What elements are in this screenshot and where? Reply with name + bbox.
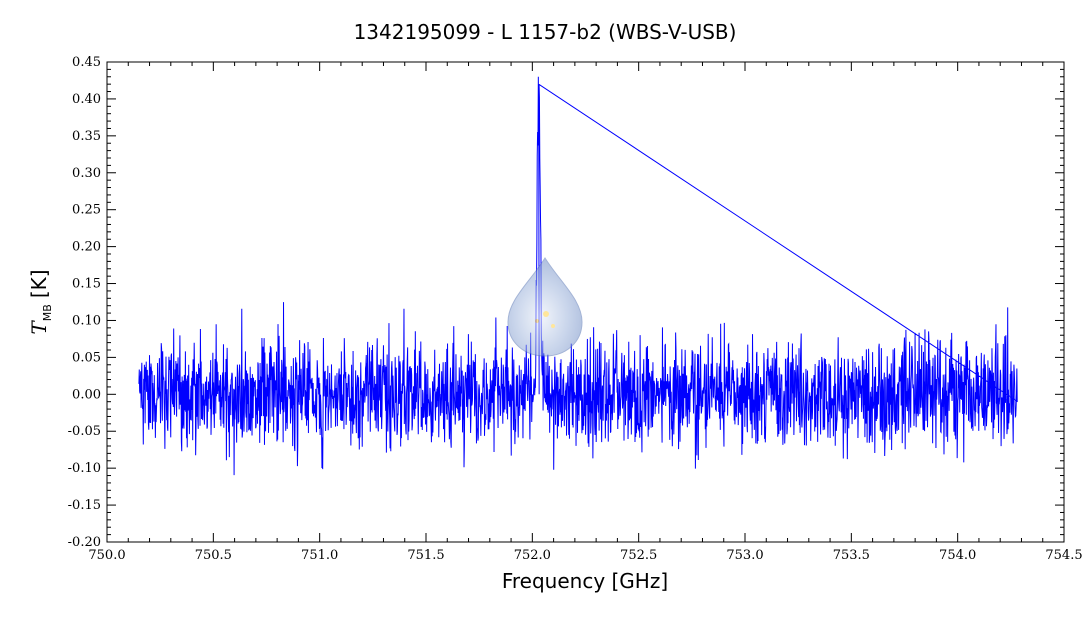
y-tick-label: 0.35 [72, 129, 101, 144]
chart-title: 1342195099 - L 1157-b2 (WBS-V-USB) [354, 20, 737, 44]
y-tick-label: -0.15 [68, 498, 101, 513]
x-tick-label: 754.5 [1045, 548, 1082, 563]
y-tick-label: 0.10 [72, 313, 101, 328]
y-tick-label: -0.05 [68, 424, 101, 439]
x-tick-label: 750.5 [195, 548, 232, 563]
y-tick-label: 0.05 [72, 350, 101, 365]
plot-area: 750.0 750.5 751.0 751.5 752.0 752.5 753.0 753.5… [68, 55, 1083, 563]
y-axis-symbol: T [27, 320, 51, 335]
y-tick-label: 0.45 [72, 55, 101, 70]
x-tick-label: 754.0 [939, 548, 976, 563]
x-axis-label: Frequency [GHz] [502, 569, 668, 593]
y-axis-label: TMB [K] [27, 269, 54, 334]
plot-frame [106, 61, 1065, 543]
axis-ticks [106, 61, 1065, 543]
x-tick-label: 753.5 [833, 548, 870, 563]
y-axis-subscript: MB [41, 304, 54, 321]
x-tick-label: 751.0 [301, 548, 338, 563]
y-tick-label: 0.00 [72, 387, 101, 402]
y-tick-label: 0.40 [72, 92, 101, 107]
y-tick-label: 0.30 [72, 166, 101, 181]
x-tick-label: 751.5 [407, 548, 444, 563]
tick-labels: 750.0 750.5 751.0 751.5 752.0 752.5 753.0 753.5… [68, 55, 1083, 563]
y-tick-label: -0.20 [68, 535, 101, 550]
y-tick-label: 0.20 [72, 240, 101, 255]
y-tick-label: -0.10 [68, 461, 101, 476]
y-tick-label: 0.15 [72, 277, 101, 292]
x-tick-label: 752.0 [514, 548, 551, 563]
y-axis-unit: [K] [27, 269, 51, 298]
herschel-droplet-logo-icon [507, 257, 583, 357]
series-line [138, 76, 1018, 476]
x-tick-label: 752.5 [620, 548, 657, 563]
x-tick-label: 750.0 [88, 548, 125, 563]
x-tick-label: 753.0 [726, 548, 763, 563]
y-tick-label: 0.25 [72, 203, 101, 218]
svg-text:TMB[K]: TMB [K] [27, 269, 54, 334]
